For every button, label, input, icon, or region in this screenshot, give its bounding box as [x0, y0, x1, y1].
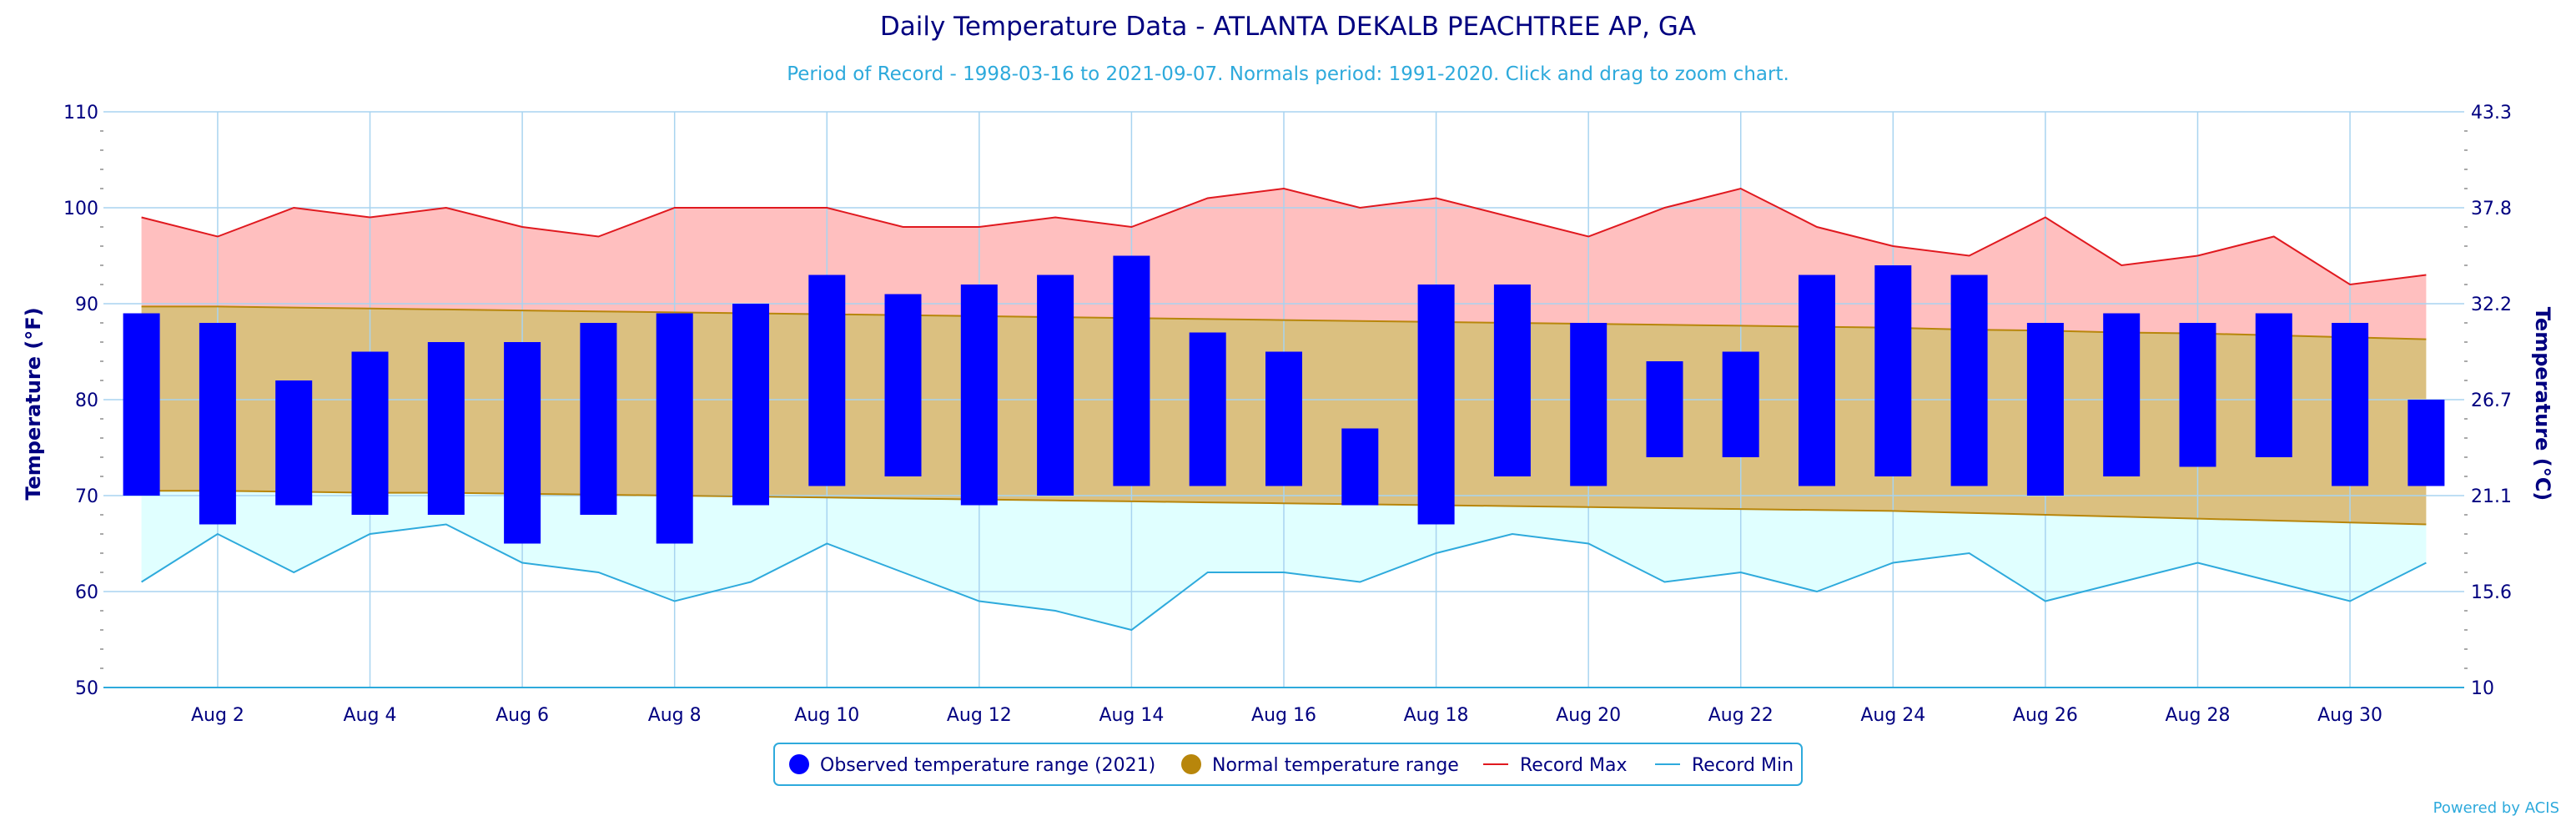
y-tick-label-left: 50 — [75, 678, 98, 699]
x-tick-label: Aug 28 — [2166, 705, 2231, 726]
legend-record-min-label: Record Min — [1692, 755, 1794, 776]
y-tick-label-left: 80 — [75, 390, 98, 411]
observed-bar-aug-2[interactable] — [199, 323, 236, 525]
observed-bar-aug-26[interactable] — [2026, 323, 2064, 496]
observed-bar-aug-22[interactable] — [1722, 351, 1759, 458]
chart-title: Daily Temperature Data - ATLANTA DEKALB … — [880, 12, 1696, 42]
observed-bar-aug-9[interactable] — [732, 304, 769, 506]
legend-item-normal[interactable]: Normal temperature range — [1181, 754, 1459, 776]
x-tick-label: Aug 12 — [947, 705, 1012, 726]
observed-bar-aug-24[interactable] — [1874, 265, 1912, 476]
x-tick-label: Aug 18 — [1404, 705, 1469, 726]
legend-item-observed[interactable]: Observed temperature range (2021) — [789, 754, 1155, 776]
observed-bar-aug-14[interactable] — [1113, 255, 1150, 486]
observed-bar-aug-13[interactable] — [1037, 275, 1074, 496]
observed-bar-aug-10[interactable] — [808, 275, 846, 486]
legend-normal-label: Normal temperature range — [1212, 755, 1459, 776]
x-tick-label: Aug 30 — [2317, 705, 2382, 726]
legend-observed-label: Observed temperature range (2021) — [820, 755, 1155, 776]
observed-bar-aug-20[interactable] — [1570, 323, 1607, 486]
y-tick-label-right: 15.6 — [2471, 582, 2512, 603]
observed-bar-aug-18[interactable] — [1417, 285, 1455, 525]
y-tick-label-left: 110 — [63, 103, 98, 123]
legend-observed-marker — [789, 754, 809, 774]
record-min-line — [141, 523, 2427, 632]
y-axis-title-left: Temperature (°F) — [22, 307, 45, 500]
y-tick-label-right: 26.7 — [2471, 390, 2512, 411]
observed-bar-aug-1[interactable] — [123, 313, 160, 496]
x-tick-label: Aug 8 — [648, 705, 702, 726]
y-tick-label-right: 32.2 — [2471, 295, 2512, 315]
observed-bar-aug-6[interactable] — [504, 342, 541, 544]
x-tick-label: Aug 26 — [2013, 705, 2078, 726]
y-tick-label-left: 100 — [63, 199, 98, 219]
legend-item-record-max[interactable]: Record Max — [1483, 755, 1628, 776]
observed-bars — [123, 255, 2445, 544]
observed-bar-aug-19[interactable] — [1493, 285, 1531, 476]
y-tick-label-right: 43.3 — [2471, 103, 2512, 123]
x-tick-label: Aug 10 — [794, 705, 859, 726]
x-tick-label: Aug 14 — [1099, 705, 1164, 726]
y-tick-label-left: 60 — [75, 582, 98, 603]
y-tick-label-right: 10 — [2471, 678, 2494, 699]
x-tick-label: Aug 24 — [1860, 705, 1925, 726]
legend-normal-marker — [1181, 754, 1201, 774]
y-tick-label-left: 90 — [75, 295, 98, 315]
observed-bar-aug-8[interactable] — [656, 313, 693, 544]
record-max-line — [141, 187, 2427, 286]
observed-bar-aug-12[interactable] — [960, 285, 998, 506]
legend-record-max-label: Record Max — [1520, 755, 1628, 776]
legend: Observed temperature range (2021) Normal… — [773, 743, 1803, 786]
y-tick-label-right: 21.1 — [2471, 486, 2512, 507]
y-axis-title-right: Temperature (°C) — [2531, 307, 2554, 501]
x-tick-label: Aug 20 — [1556, 705, 1621, 726]
x-tick-label: Aug 6 — [496, 705, 549, 726]
observed-bar-aug-5[interactable] — [427, 342, 465, 515]
y-tick-label-left: 70 — [75, 486, 98, 507]
observed-bar-aug-23[interactable] — [1799, 275, 1835, 486]
observed-bar-aug-15[interactable] — [1189, 332, 1226, 486]
observed-bar-aug-29[interactable] — [2255, 313, 2292, 458]
legend-box — [773, 743, 1803, 786]
observed-bar-aug-17[interactable] — [1341, 428, 1379, 506]
observed-bar-aug-25[interactable] — [1950, 275, 1988, 486]
observed-bar-aug-4[interactable] — [351, 351, 389, 516]
credit-link[interactable]: Powered by ACIS — [2433, 799, 2559, 817]
observed-bar-aug-31[interactable] — [2407, 400, 2445, 486]
observed-bar-aug-3[interactable] — [275, 380, 313, 506]
y-tick-label-right: 37.8 — [2471, 199, 2512, 219]
observed-bar-aug-28[interactable] — [2179, 323, 2216, 467]
observed-bar-aug-11[interactable] — [884, 294, 922, 477]
observed-bar-aug-21[interactable] — [1646, 361, 1683, 457]
observed-bar-aug-16[interactable] — [1265, 351, 1302, 486]
legend-item-record-min[interactable]: Record Min — [1655, 755, 1794, 776]
chart-subtitle: Period of Record - 1998-03-16 to 2021-09… — [787, 63, 1789, 85]
x-tick-label: Aug 16 — [1251, 705, 1316, 726]
x-tick-label: Aug 2 — [191, 705, 244, 726]
observed-bar-aug-27[interactable] — [2103, 313, 2141, 477]
axes: 50 10 60 15.6 70 21.1 80 26.7 90 32.2 100 37.8 110 43… — [63, 103, 2512, 726]
observed-bar-aug-30[interactable] — [2332, 323, 2369, 486]
observed-bar-aug-7[interactable] — [580, 323, 617, 515]
x-tick-label: Aug 22 — [1708, 705, 1774, 726]
x-tick-label: Aug 4 — [344, 705, 397, 726]
